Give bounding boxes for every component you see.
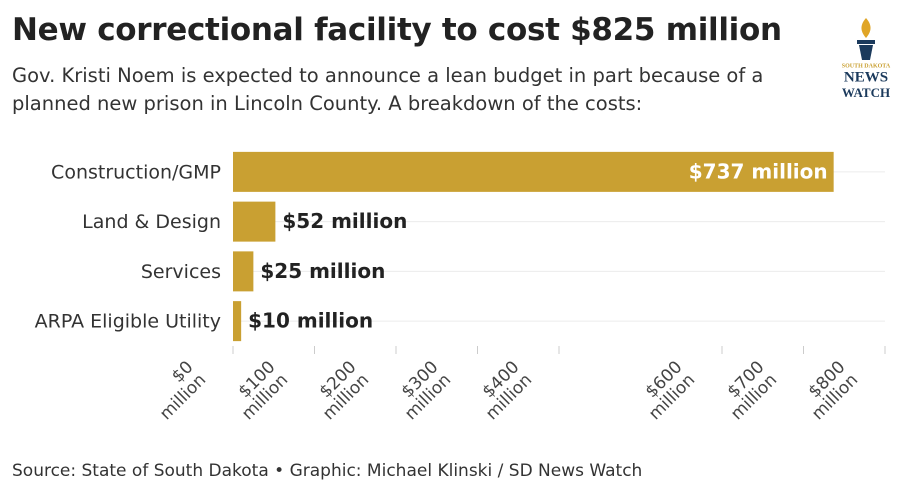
bar [233,151,834,192]
torch-body [859,45,873,60]
source: Source: State of South Dakota • Graphic:… [12,461,643,481]
y-tick-label: Construction/GMP [51,161,221,183]
y-tick-label: Services [141,261,221,283]
logo-text: WATCH [842,85,890,100]
value-label: $737 million [689,159,828,183]
bar [233,251,254,292]
bar [233,301,242,342]
logo-text: NEWS [844,69,888,85]
torch-top [857,40,875,44]
y-tick-label: Land & Design [82,211,221,233]
logo-text: SOUTH DAKOTA [842,63,891,69]
chart-subtitle: Gov. Kristi Noem is expected to announce… [12,64,764,115]
bar [233,201,276,242]
value-label: $10 million [248,309,373,333]
value-label: $25 million [260,259,385,283]
value-label: $52 million [282,209,407,233]
y-tick-label: ARPA Eligible Utility [35,311,221,333]
torch-flame [861,18,871,38]
logo: SOUTH DAKOTA NEWS WATCH [842,18,891,100]
chart-title: New correctional facility to cost $825 m… [12,12,782,48]
